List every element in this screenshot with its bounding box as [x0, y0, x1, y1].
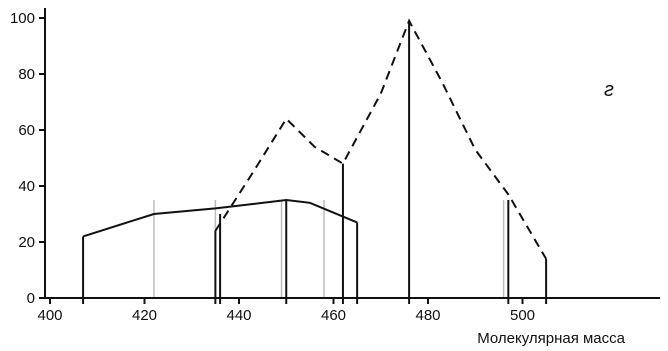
x-tick-label: 500: [510, 307, 535, 324]
curve-annotation: г: [604, 79, 614, 101]
y-tick-label: 60: [18, 122, 35, 139]
x-axis-label: Молекулярная масса: [477, 330, 625, 347]
y-tick-label: 40: [18, 178, 35, 195]
x-tick-label: 480: [415, 307, 440, 324]
x-tick-label: 440: [226, 307, 251, 324]
reference-lines: [153, 200, 505, 298]
axes: [44, 8, 660, 299]
dashed-curve: [214, 18, 547, 260]
x-tick-label: 460: [321, 307, 346, 324]
spectrum-bars: [82, 20, 548, 304]
y-tick-label: 80: [18, 66, 35, 83]
x-ticks: 400 420 440 460 480 500: [37, 298, 535, 324]
solid-curve: [82, 198, 358, 238]
x-tick-label: 400: [37, 307, 62, 324]
x-tick-label: 420: [132, 307, 157, 324]
curves: [82, 18, 547, 260]
y-ticks: 0 20 40 60 80 100: [10, 10, 45, 307]
y-tick-label: 100: [10, 10, 35, 27]
y-tick-label: 20: [18, 234, 35, 251]
y-tick-label: 0: [27, 290, 35, 307]
